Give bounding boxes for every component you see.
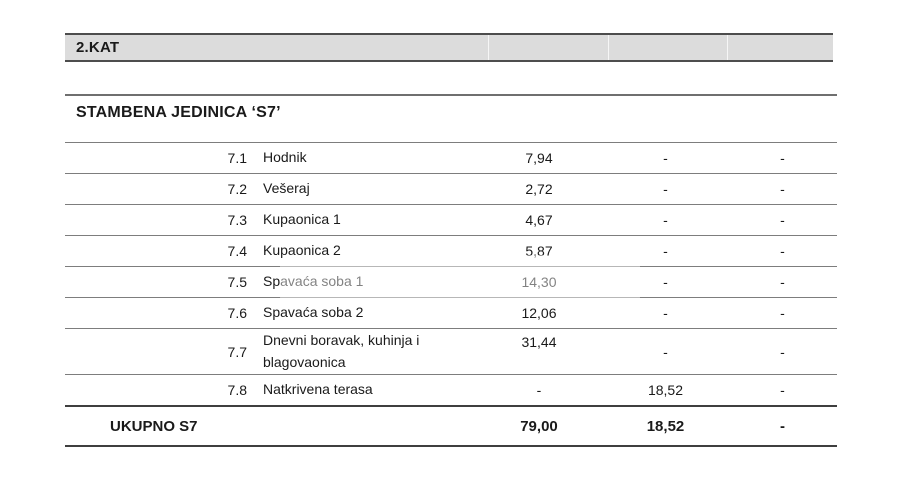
area-value: 7,94 [525,150,553,166]
table-total-row: UKUPNO S7 79,00 18,52 - [65,405,837,447]
column-divider-3 [727,35,728,60]
area-value-2: - [663,274,668,290]
total-area-value-3: - [780,417,785,435]
area-value-3: - [780,274,785,290]
area-table: 7.1 Hodnik 7,94 - - 7.2 Vešeraj 2,72 - -… [65,142,837,447]
area-value-2: - [663,181,668,197]
room-name: Kupaonica 2 [263,242,341,259]
row-number: 7.8 [227,382,247,398]
table-row: 7.7 Dnevni boravak, kuhinja i blagovaoni… [65,328,837,374]
row-number: 7.5 [227,274,247,290]
room-name: Dnevni boravak, kuhinja i blagovaonica [263,331,420,370]
floor-header-bar: 2.KAT [65,33,833,62]
table-row: 7.2 Vešeraj 2,72 - - [65,173,837,204]
column-divider-1 [488,35,489,60]
area-value: - [536,382,542,398]
area-value-2: - [663,243,668,259]
room-name: Kupaonica 1 [263,211,341,228]
table-row: 7.3 Kupaonica 1 4,67 - - [65,204,837,235]
row-number: 7.2 [227,181,247,197]
total-area-value-2: 18,52 [646,417,685,435]
row-number: 7.3 [227,212,247,228]
room-name: Hodnik [263,149,307,166]
area-value-2: - [663,150,668,166]
table-row: 7.8 Natkrivena terasa - 18,52 - [65,374,837,405]
area-value-3: - [780,212,785,228]
row-number: 7.6 [227,305,247,321]
section-title: STAMBENA JEDINICA ‘S7’ [76,104,281,121]
total-area-value: 79,00 [520,417,558,435]
area-value-2: - [663,305,668,321]
area-value: 2,72 [525,181,553,197]
area-value-2: 18,52 [647,382,684,398]
floor-header-label: 2.KAT [76,39,120,56]
area-value-2: - [663,212,668,228]
room-name: Natkrivena terasa [263,381,373,398]
section-top-rule [65,94,837,96]
room-name: Spavaća soba 1 [263,273,364,290]
area-value-3: - [780,181,785,197]
total-label: UKUPNO S7 [110,417,198,435]
area-value: 12,06 [521,305,557,321]
area-value: 4,67 [525,212,553,228]
room-name: Spavaća soba 2 [263,304,364,321]
row-number: 7.1 [227,150,247,166]
area-value: 31,44 [521,334,557,350]
area-value: 5,87 [525,243,553,259]
area-value-3: - [780,305,785,321]
table-row: 7.1 Hodnik 7,94 - - [65,142,837,173]
area-value-3: - [780,343,785,360]
column-divider-2 [608,35,609,60]
area-value-3: - [780,150,785,166]
area-value-3: - [780,382,785,398]
area-value: 14,30 [521,274,557,290]
area-value-2: - [663,343,668,360]
row-number: 7.7 [227,343,247,360]
table-row: 7.5 Spavaća soba 1 14,30 - - [65,266,837,297]
table-row: 7.4 Kupaonica 2 5,87 - - [65,235,837,266]
room-name: Vešeraj [263,180,310,197]
row-number: 7.4 [227,243,247,259]
table-row: 7.6 Spavaća soba 2 12,06 - - [65,297,837,328]
area-value-3: - [780,243,785,259]
